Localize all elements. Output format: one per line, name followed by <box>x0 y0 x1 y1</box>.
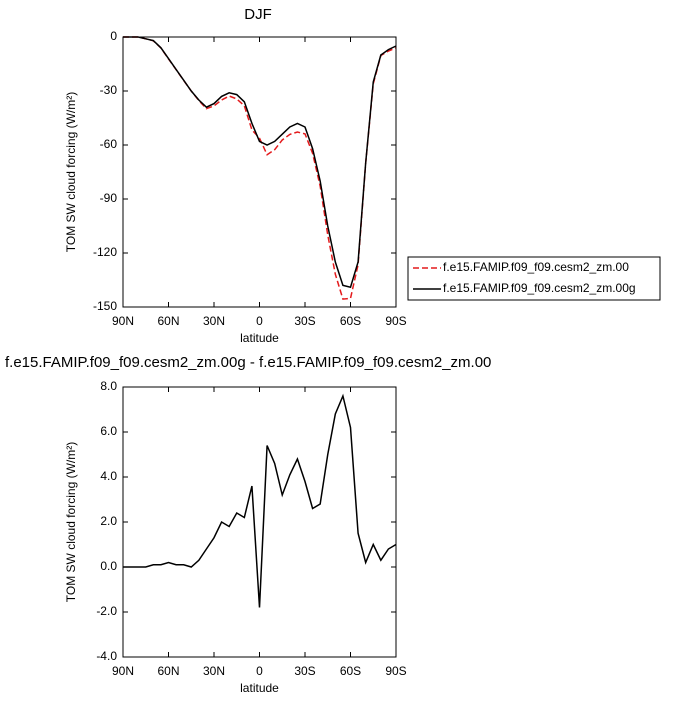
data-line <box>123 36 397 289</box>
legend-label: f.e15.FAMIP.f09_f09.cesm2_zm.00 <box>443 260 629 274</box>
x-tick-label: 60N <box>157 664 179 678</box>
x-tick-label: 90N <box>112 664 134 678</box>
y-tick-label: 8.0 <box>100 379 117 393</box>
data-line <box>123 393 397 608</box>
x-tick-label: 60S <box>340 314 361 328</box>
y-tick-label: 4.0 <box>100 469 117 483</box>
y-tick-label: -120 <box>93 245 117 259</box>
x-tick-label: 0 <box>256 664 263 678</box>
y-tick-label: -2.0 <box>96 604 117 618</box>
x-tick-label: 60N <box>157 314 179 328</box>
y-axis-label: TOM SW cloud forcing (W/m²) <box>64 442 78 602</box>
y-tick-label: -30 <box>100 83 118 97</box>
y-tick-label: 0.0 <box>100 559 117 573</box>
x-axis-label: latitude <box>240 681 279 695</box>
x-tick-label: 30N <box>203 664 225 678</box>
y-tick-label: -90 <box>100 191 118 205</box>
x-tick-label: 60S <box>340 664 361 678</box>
data-line <box>123 36 397 300</box>
plot-frame <box>122 386 397 658</box>
x-tick-label: 0 <box>256 314 263 328</box>
x-tick-label: 90S <box>385 664 406 678</box>
x-tick-label: 90N <box>112 314 134 328</box>
y-axis-label: TOM SW cloud forcing (W/m²) <box>64 92 78 252</box>
chart-title: DJF <box>244 6 272 23</box>
x-tick-label: 30N <box>203 314 225 328</box>
chart-title: f.e15.FAMIP.f09_f09.cesm2_zm.00g - f.e15… <box>5 354 491 371</box>
y-tick-label: -150 <box>93 299 117 313</box>
y-tick-label: 6.0 <box>100 424 117 438</box>
x-axis-label: latitude <box>240 331 279 345</box>
y-tick-label: -4.0 <box>96 649 117 663</box>
y-tick-label: 2.0 <box>100 514 117 528</box>
x-tick-label: 90S <box>385 314 406 328</box>
legend-box <box>407 256 661 301</box>
x-tick-label: 30S <box>294 664 315 678</box>
legend-label: f.e15.FAMIP.f09_f09.cesm2_zm.00g <box>443 281 636 295</box>
plot-frame <box>122 36 397 308</box>
y-tick-label: -60 <box>100 137 118 151</box>
y-tick-label: 0 <box>110 29 117 43</box>
x-tick-label: 30S <box>294 314 315 328</box>
